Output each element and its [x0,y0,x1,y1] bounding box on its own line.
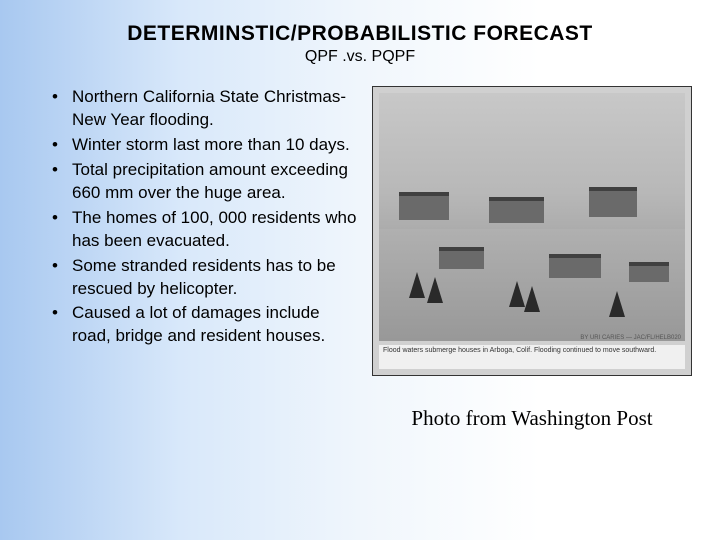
list-item: • The homes of 100, 000 residents who ha… [52,207,360,253]
list-item: • Winter storm last more than 10 days. [52,134,360,157]
bullet-list: • Northern California State Christmas-Ne… [52,86,360,431]
flood-photo: BY URI CARIES — JAC/FL/HELB020 Flood wat… [372,86,692,376]
bullet-text: The homes of 100, 000 residents who has … [72,207,360,253]
page-title: DETERMINSTIC/PROBABILISTIC FORECAST [0,22,720,46]
bullet-icon: • [52,159,72,182]
bullet-icon: • [52,255,72,278]
page-subtitle: QPF .vs. PQPF [0,48,720,66]
photo-caption-strip: BY URI CARIES — JAC/FL/HELB020 Flood wat… [379,345,685,369]
list-item: • Some stranded residents has to be resc… [52,255,360,301]
photo-credit: Photo from Washington Post [411,406,652,431]
list-item: • Total precipitation amount exceeding 6… [52,159,360,205]
list-item: • Northern California State Christmas-Ne… [52,86,360,132]
bullet-text: Total precipitation amount exceeding 660… [72,159,360,205]
image-column: BY URI CARIES — JAC/FL/HELB020 Flood wat… [372,86,692,431]
bullet-icon: • [52,86,72,109]
bullet-text: Northern California State Christmas-New … [72,86,360,132]
content-area: • Northern California State Christmas-Ne… [0,66,720,431]
bullet-text: Some stranded residents has to be rescue… [72,255,360,301]
bullet-text: Winter storm last more than 10 days. [72,134,360,157]
bullet-icon: • [52,207,72,230]
photo-scene [379,93,685,341]
photo-byline: BY URI CARIES — JAC/FL/HELB020 [580,335,681,342]
bullet-text: Caused a lot of damages include road, br… [72,302,360,348]
bullet-icon: • [52,134,72,157]
list-item: • Caused a lot of damages include road, … [52,302,360,348]
bullet-icon: • [52,302,72,325]
photo-caption-text: Flood waters submerge houses in Arboga, … [383,347,656,354]
